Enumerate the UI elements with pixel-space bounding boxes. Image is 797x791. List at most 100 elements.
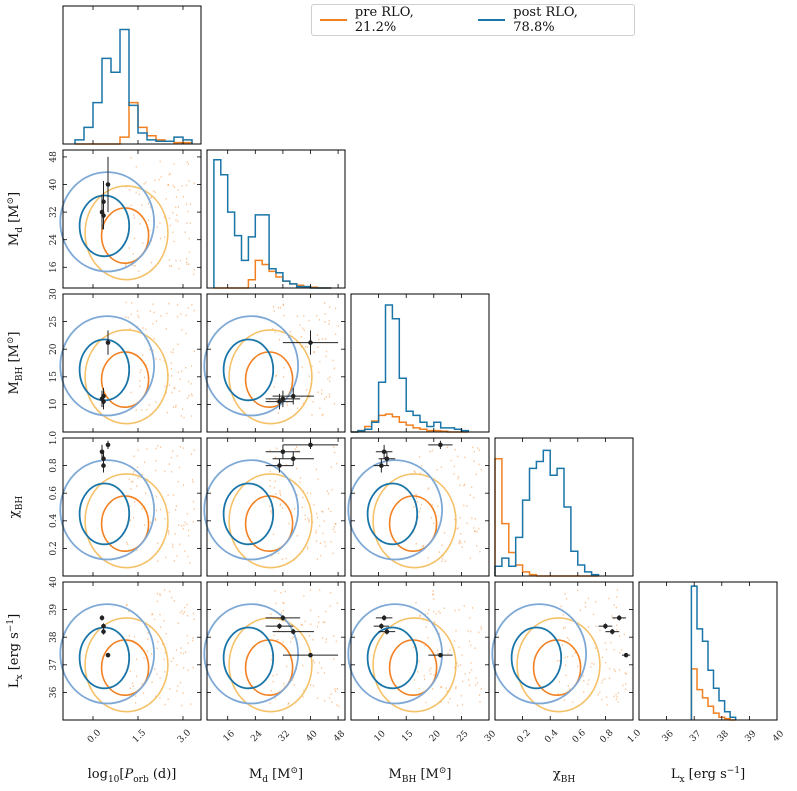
x-axis-label-porb-part: log [88, 767, 108, 782]
sample-dot [564, 664, 567, 667]
sample-dot [320, 667, 322, 669]
sample-dot [308, 375, 310, 378]
observed-point [384, 629, 390, 634]
sample-dot [597, 693, 599, 696]
sample-dot [449, 697, 451, 700]
sample-dot [279, 504, 281, 507]
sample-dot [188, 529, 190, 531]
sample-dot [150, 653, 153, 655]
sample-dot [136, 675, 138, 678]
sample-dot [187, 642, 189, 644]
sample-dot [416, 500, 418, 503]
sample-dot [143, 692, 145, 694]
sample-dot [322, 338, 324, 340]
sample-dot [304, 514, 306, 517]
observed-point [616, 615, 622, 621]
sample-dot [283, 314, 285, 317]
sample-dot [334, 690, 337, 692]
sample-dot [303, 689, 305, 692]
sample-dot [303, 595, 305, 598]
sample-dot [186, 261, 188, 263]
sample-dot [319, 589, 321, 591]
sample-dot [192, 612, 195, 615]
sample-dot [163, 620, 165, 622]
sample-dot [285, 557, 287, 560]
sample-dot [464, 456, 466, 459]
sample-dot [445, 687, 447, 689]
sample-dot [415, 601, 417, 604]
sample-dot [441, 560, 443, 563]
sample-dot [165, 198, 167, 200]
sample-dot [617, 701, 619, 703]
sample-dot [167, 529, 169, 532]
sample-dot [184, 606, 186, 609]
y-axis-label-chi-part: BH [15, 496, 25, 511]
sample-dot [563, 699, 565, 701]
sample-dot [424, 678, 426, 681]
sample-dot [177, 189, 179, 191]
sample-dot [319, 360, 321, 363]
sample-dot [301, 366, 303, 369]
sample-dot [151, 613, 153, 616]
sample-dot [613, 648, 615, 651]
sample-dot [623, 617, 625, 620]
sample-dot [146, 408, 148, 411]
y-tick-label: 40 [49, 576, 59, 588]
sample-dot [137, 325, 139, 328]
sample-dot [136, 549, 138, 551]
sample-dot [601, 698, 603, 701]
sample-dot [418, 511, 420, 513]
contour-post-inner [222, 338, 275, 402]
panel-frame [206, 581, 346, 721]
sample-dot [311, 365, 313, 368]
sample-dot [474, 530, 476, 533]
sample-dot [615, 693, 617, 696]
y-tick-label: 0.6 [49, 486, 59, 501]
sample-dot [125, 604, 128, 607]
sample-dot [175, 219, 177, 221]
sample-dot [316, 516, 318, 519]
sample-dot [177, 622, 179, 624]
legend-item-post: post RLO, 78.8% [478, 5, 612, 35]
sample-dot [332, 635, 335, 637]
sample-dot [143, 183, 145, 185]
sample-dot [444, 560, 446, 563]
sample-dot [458, 646, 460, 648]
sample-dot [466, 505, 468, 507]
x-tick-label: 0.4 [543, 728, 560, 745]
sample-dot [296, 407, 299, 409]
y-axis-label-md-part: ⊙ [6, 197, 16, 205]
sample-dot [157, 560, 159, 562]
sample-dot [156, 226, 158, 228]
sample-dot [134, 501, 136, 503]
sample-dot [300, 346, 302, 348]
sample-dot [625, 673, 627, 675]
sample-dot [135, 409, 137, 412]
sample-dot [129, 505, 131, 507]
sample-dot [276, 673, 278, 676]
sample-dot [131, 480, 133, 483]
sample-dot [421, 465, 423, 467]
sample-dot [168, 533, 170, 536]
sample-dot [160, 626, 162, 628]
x-axis-label-chi-part: χ [553, 767, 561, 782]
sample-dot [316, 512, 318, 515]
sample-dot [147, 632, 149, 634]
sample-dot [269, 479, 271, 482]
sample-dot [419, 507, 422, 510]
sample-dot [130, 313, 132, 316]
sample-dot [180, 415, 182, 417]
sample-dot [187, 307, 189, 309]
sample-dot [273, 634, 275, 637]
sample-dot [154, 519, 157, 521]
sample-dot [192, 500, 195, 503]
sample-dot [176, 555, 178, 557]
observed-point [603, 623, 608, 629]
sample-dot [577, 589, 579, 592]
sample-dot [155, 495, 158, 498]
sample-dot [323, 672, 326, 674]
sample-dot [145, 328, 147, 331]
sample-dot [133, 517, 135, 519]
sample-dot [187, 669, 189, 671]
sample-dot [320, 554, 322, 557]
